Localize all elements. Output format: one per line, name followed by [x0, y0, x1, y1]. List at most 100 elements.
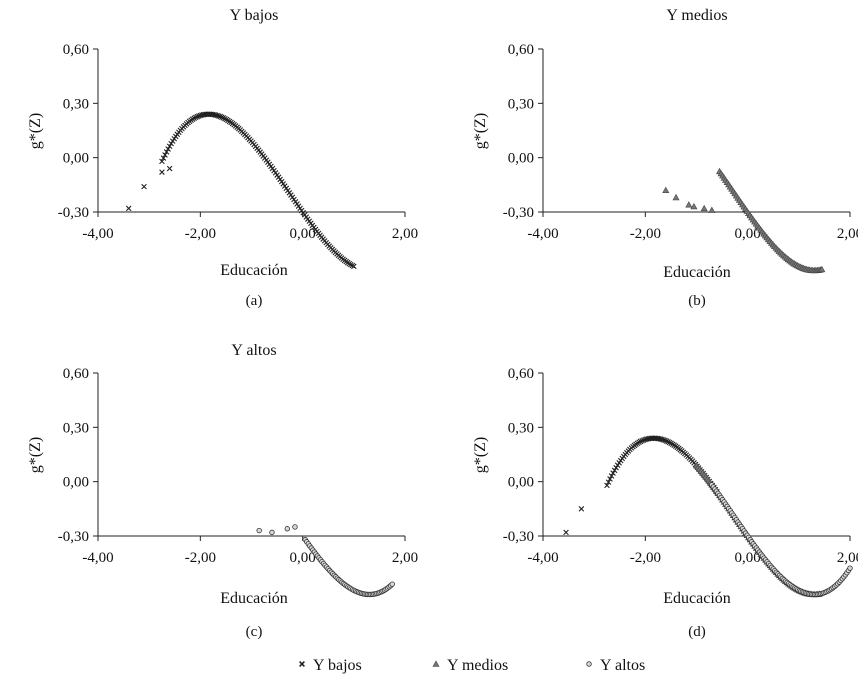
legend-label-y-bajos: Y bajos [313, 657, 362, 674]
y-tick-label: 0,30 [63, 96, 89, 112]
data-point [217, 113, 224, 120]
legend: Y bajos Y medios Y altos [299, 657, 645, 674]
data-point-stroke [640, 437, 647, 443]
data-point-stroke [211, 111, 217, 118]
data-point [160, 155, 167, 161]
data-point [818, 265, 826, 273]
data-point [165, 146, 171, 152]
data-point [389, 581, 395, 587]
legend-marker [432, 660, 440, 667]
x-tick-label: 2,00 [837, 226, 858, 242]
panel-title: Y altos [231, 342, 276, 359]
legend-label-y-medios: Y medios [447, 657, 508, 674]
y-tick-label: -0,30 [503, 529, 534, 545]
y-tick-label: 0,30 [508, 420, 534, 436]
data-point [162, 152, 168, 158]
data-point-stroke [215, 113, 222, 119]
data-point [125, 205, 132, 212]
data-point [159, 158, 165, 165]
x-tick-label: -4,00 [82, 226, 113, 242]
panel-title: Y medios [666, 7, 727, 24]
y-tick-label: 0,60 [508, 42, 534, 58]
data-point [166, 143, 173, 150]
data-point-stroke [637, 438, 644, 445]
legend-item-y-bajos: Y bajos [299, 657, 362, 674]
panel-d: -0,30 0,00 0,30 0,60 -4,00 -2,00 0,00 2,00 Educa… [472, 366, 858, 640]
data-point [608, 473, 615, 479]
data-point [639, 437, 645, 444]
data-point-stroke [194, 113, 201, 120]
x-tick-label: -4,00 [82, 550, 113, 566]
x-tick-label: 0,00 [735, 550, 761, 566]
data-point-stroke [563, 529, 569, 536]
data-point-stroke [162, 152, 168, 158]
y-tick-label: 0,60 [63, 42, 89, 58]
y-axis-label: g*(Z) [472, 113, 489, 149]
data-point [610, 470, 616, 476]
data-point-stroke [141, 183, 147, 190]
data-point [159, 169, 165, 175]
x-axis-label: Educación [663, 264, 731, 281]
panel-c: -0,30 0,00 0,30 0,60 -4,00 -2,00 0,00 2,00 Y alt… [27, 342, 418, 640]
y-tick-label: 0,60 [508, 366, 534, 382]
data-point-stroke [639, 437, 645, 444]
data-point [607, 476, 613, 482]
data-point-stroke [163, 149, 170, 155]
panel-tag: (b) [688, 293, 706, 309]
panel-a: -0,30 0,00 0,30 0,60 -4,00 -2,00 0,00 2,00 Y baj… [27, 7, 418, 309]
data-point [662, 186, 670, 193]
data-point-stroke [610, 470, 616, 476]
data-point [640, 437, 647, 443]
data-point-stroke [192, 114, 199, 121]
data-point-stroke [166, 165, 173, 172]
data-point-stroke [578, 506, 585, 512]
legend-item-y-altos: Y altos [586, 657, 645, 674]
data-point-stroke [604, 482, 610, 489]
data-point [219, 114, 225, 120]
y-tick-label: -0,30 [58, 205, 89, 221]
data-point-stroke [662, 437, 668, 444]
data-point [163, 149, 170, 155]
y-tick-label: -0,30 [58, 529, 89, 545]
series-y-altos [709, 482, 853, 598]
data-point [604, 482, 610, 489]
data-point-stroke [159, 169, 165, 175]
x-tick-label: -2,00 [630, 550, 661, 566]
data-point [659, 436, 665, 443]
legend-label-y-altos: Y altos [600, 657, 645, 674]
legend-marker-circle [586, 661, 592, 667]
data-point-stroke [608, 473, 615, 479]
x-tick-label: 2,00 [837, 550, 858, 566]
legend-marker-triangle [432, 660, 440, 667]
data-point-stroke [214, 112, 221, 119]
data-point-stroke [656, 435, 662, 442]
data-point [166, 165, 173, 172]
data-point [700, 204, 708, 212]
x-tick-label: 2,00 [392, 226, 418, 242]
legend-marker [586, 661, 592, 667]
data-point [269, 529, 275, 536]
y-tick-label: 0,00 [508, 151, 534, 167]
data-point-stroke [351, 263, 357, 270]
data-point [637, 438, 644, 445]
data-point [605, 479, 612, 485]
y-tick-label: 0,00 [63, 151, 89, 167]
x-tick-label: -4,00 [527, 226, 558, 242]
data-point [613, 464, 619, 471]
y-tick-label: 0,30 [508, 96, 534, 112]
x-tick-label: -4,00 [527, 550, 558, 566]
data-point [214, 112, 221, 119]
legend-item-y-medios: Y medios [432, 657, 508, 674]
data-point [215, 113, 222, 119]
x-tick-label: -2,00 [630, 226, 661, 242]
x-tick-label: 0,00 [290, 550, 316, 566]
panel-title: Y bajos [230, 7, 279, 24]
x-axis-label: Educación [220, 262, 288, 279]
data-point [685, 201, 693, 208]
data-point-stroke [607, 476, 613, 482]
data-point-stroke [125, 205, 132, 212]
data-point [284, 526, 291, 532]
data-point-stroke [217, 113, 224, 120]
series-y-bajos [563, 435, 720, 536]
